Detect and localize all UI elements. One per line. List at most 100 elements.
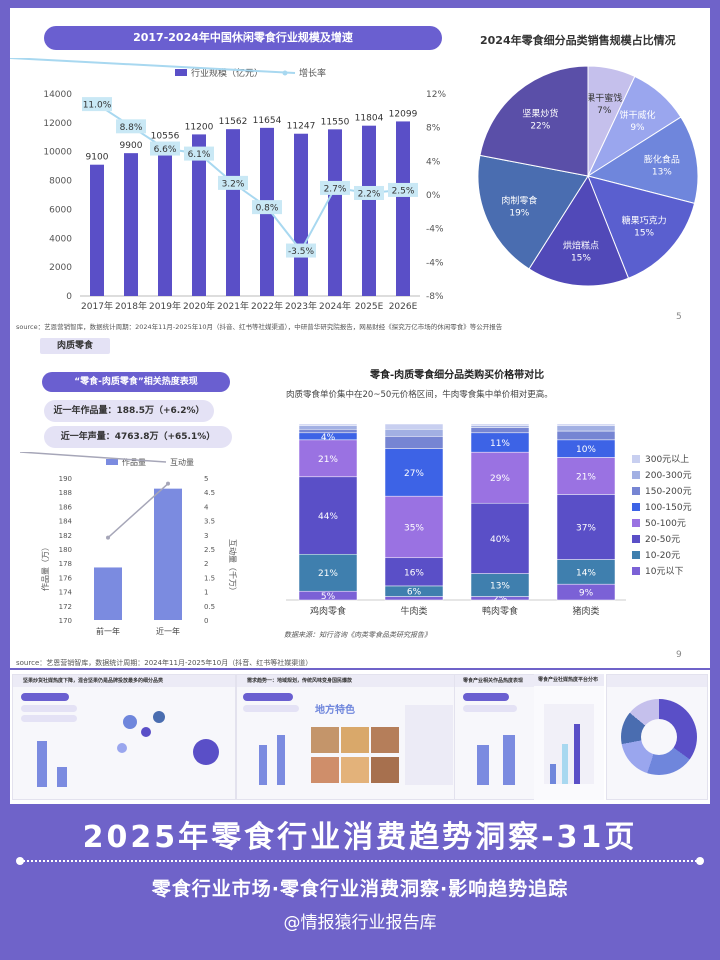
y-right-tick: 2.5 xyxy=(204,546,215,554)
growth-label: 11.0% xyxy=(83,101,112,111)
y-right-tick: 8% xyxy=(426,124,441,134)
source-note: source：艺恩营销智库，数据统计周期：2024年11月-2025年10月（抖… xyxy=(16,659,313,667)
size-bar-label: 11200 xyxy=(185,122,214,132)
thumbnail-header xyxy=(237,675,457,687)
legend-bar-label: 作品量 xyxy=(122,457,146,467)
pie-slice xyxy=(477,154,589,270)
thumbnail-header xyxy=(534,674,604,686)
size-bar xyxy=(226,129,240,296)
size-bar xyxy=(158,143,172,296)
works-bar xyxy=(154,488,182,620)
y-right-tick: 3 xyxy=(204,532,208,540)
report-page-9: 肉质零食 “零食-肉质零食”相关热度表现 近一年作品量：188.5万（+6.2%… xyxy=(10,336,710,668)
y-left-tick: 180 xyxy=(59,546,72,554)
thumb-textblock xyxy=(405,705,453,785)
growth-label: 2.7% xyxy=(324,184,347,194)
y-left-tick: 188 xyxy=(59,489,72,497)
account-handle: @情报猿行业报告库 xyxy=(283,913,437,933)
x-tick-label: 近一年 xyxy=(156,626,180,636)
dotted-divider xyxy=(20,860,700,862)
interaction-line xyxy=(107,483,169,539)
size-bar xyxy=(124,153,138,296)
category-pie-chart: 果干蜜饯 7% 饼干威化 9% 膨化食品 13% 糖果巧克力 15% 烘焙糕点 15% 肉制零食 19… xyxy=(477,65,699,287)
thumb-bubble xyxy=(117,743,127,753)
size-bar xyxy=(294,133,308,296)
legend-bar-swatch xyxy=(175,69,187,76)
growth-label-bg xyxy=(82,97,112,112)
thumb-bar xyxy=(57,767,67,787)
size-bar-label: 9900 xyxy=(120,141,143,151)
price-segment xyxy=(470,425,530,428)
thumb-bar xyxy=(574,724,580,784)
price-segment-label: 13% xyxy=(490,582,510,592)
price-segment-label: 4% xyxy=(321,433,336,443)
pie-slice-label: 饼干威化 xyxy=(619,109,655,121)
growth-combo-chart: 行业规模（亿元） 增长率 020004000600080001000012000… xyxy=(10,58,446,312)
price-stacked-chart: 5% 21% 44% 21% 4% 鸡肉零食 6% 16% 35% 27% 牛肉类 2% 13% 40% 2… xyxy=(286,423,692,617)
growth-label: 8.8% xyxy=(120,123,143,133)
y-right-tick: -4% xyxy=(426,225,444,235)
x-tick-label: 2017年 xyxy=(81,300,113,312)
y-left-tick: 8000 xyxy=(49,177,72,187)
thumb-bar xyxy=(562,744,568,784)
bar-chart-title: 2017-2024年中国休闲零食行业规模及增速 xyxy=(44,26,442,50)
y-left-label: 作品量（万） xyxy=(40,543,50,591)
x-tick-label: 前一年 xyxy=(96,626,120,636)
legend-line-swatch xyxy=(20,452,167,463)
works-bar xyxy=(94,567,122,620)
growth-line xyxy=(96,103,404,253)
pie-slice xyxy=(528,174,630,287)
subtitle: 零食行业市场·零食行业消费洞察·影响趋势追踪 xyxy=(151,878,569,900)
source-note: source：艺恩营销智库，数据统计周期：2024年11月-2025年10月（抖… xyxy=(16,323,503,331)
thumbnail-4[interactable]: 零食产业社媒热度平台分布 xyxy=(534,674,604,800)
growth-label-bg xyxy=(354,185,384,200)
price-subtitle: 肉质零食单价集中在20~50元价格区间，牛肉零食集中单价相对更高。 xyxy=(286,390,553,400)
price-segment xyxy=(298,429,358,434)
pie-slice-pct: 22% xyxy=(530,121,550,131)
y-right-tick: 0% xyxy=(426,191,441,201)
y-right-tick: 12% xyxy=(426,90,446,100)
price-segment-label: 5% xyxy=(321,592,336,602)
y-left-tick: 174 xyxy=(59,589,73,597)
price-segment xyxy=(298,476,358,555)
legend-line-label: 增长率 xyxy=(299,67,326,79)
price-segment xyxy=(556,423,616,427)
pie-slice-pct: 13% xyxy=(652,167,672,177)
price-segment xyxy=(470,502,530,574)
thumb-bubble xyxy=(141,727,151,737)
price-segment-label: 37% xyxy=(576,523,596,533)
price-segment xyxy=(298,425,358,430)
price-segment-label: 16% xyxy=(404,568,424,578)
price-segment xyxy=(384,429,444,437)
thumb-bar xyxy=(259,745,267,785)
legend-label: 150-200元 xyxy=(645,487,692,497)
thumbnail-1[interactable]: 坚果炒货社媒热度下降，混合坚果仍是品牌投放最多的细分品类 xyxy=(12,674,236,800)
pie-slice-label: 糖果巧克力 xyxy=(622,214,667,226)
pie-slice-label: 肉制零食 xyxy=(501,195,537,207)
thumbnail-2[interactable]: 需求趋势一：地域规划，传统风味变身国民爆款 地方特色 xyxy=(236,674,458,800)
y-left-tick: 170 xyxy=(59,617,72,625)
pie-slice-pct: 15% xyxy=(634,228,654,238)
legend-bar-swatch xyxy=(106,459,118,465)
thumb-bar xyxy=(503,735,515,785)
price-segment xyxy=(470,427,530,434)
legend-swatch xyxy=(632,455,640,463)
growth-label: -3.5% xyxy=(288,247,315,257)
legend-label: 100-150元 xyxy=(645,503,692,513)
report-page-5: 2017-2024年中国休闲零食行业规模及增速 2024年零食细分品类销售规模占… xyxy=(10,8,710,336)
legend-swatch xyxy=(632,551,640,559)
divider-dot-right xyxy=(696,857,704,865)
thumbnail-5[interactable] xyxy=(606,674,708,800)
legend-swatch xyxy=(632,471,640,479)
price-segment xyxy=(384,423,444,430)
growth-label: 3.2% xyxy=(222,179,245,189)
growth-label: 2.5% xyxy=(392,186,415,196)
pie-slice-pct: 7% xyxy=(597,106,612,116)
legend-label: 10元以下 xyxy=(645,567,683,577)
y-right-tick: 1.5 xyxy=(204,574,215,582)
growth-label: 2.2% xyxy=(358,189,381,199)
x-tick-label: 鸭肉零食 xyxy=(482,605,518,617)
legend-swatch xyxy=(632,503,640,511)
y-right-tick: 0.5 xyxy=(204,603,215,611)
thumbnail-title: 零食产业相关作品热度表现 xyxy=(463,678,524,684)
